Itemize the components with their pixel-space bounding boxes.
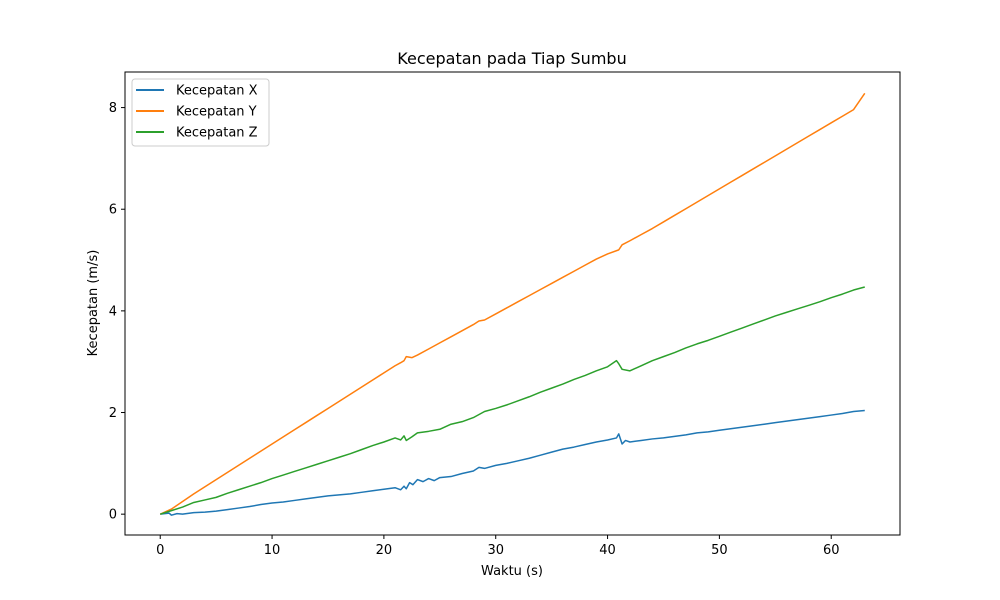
chart-title: Kecepatan pada Tiap Sumbu [397, 49, 626, 68]
x-tick-label: 30 [487, 543, 504, 558]
x-axis-label: Waktu (s) [481, 564, 543, 579]
series-lines [159, 92, 866, 516]
series-line-1 [160, 409, 865, 516]
x-tick-label: 10 [264, 543, 281, 558]
series-line-2 [159, 92, 866, 515]
legend-label-3: Kecepatan Z [176, 126, 258, 141]
x-tick-label: 40 [599, 543, 616, 558]
y-tick-label: 6 [109, 203, 117, 218]
y-tick-label: 2 [109, 406, 117, 421]
legend-label-2: Kecepatan Y [176, 105, 257, 120]
legend-box [131, 78, 270, 147]
plot-frame [124, 71, 901, 536]
series-line-3 [160, 286, 865, 515]
legend-label-1: Kecepatan X [176, 84, 258, 99]
legend: Kecepatan X Kecepatan Y Kecepatan Z [131, 78, 270, 147]
y-tick-label: 4 [109, 304, 117, 319]
y-tick-label: 8 [109, 101, 117, 116]
y-axis: 0 2 4 6 8 [109, 101, 125, 523]
x-tick-label: 50 [711, 543, 728, 558]
x-tick-label: 0 [156, 543, 164, 558]
y-tick-label: 0 [109, 508, 117, 523]
x-tick-label: 60 [823, 543, 840, 558]
x-tick-label: 20 [376, 543, 393, 558]
y-axis-label: Kecepatan (m/s) [86, 250, 101, 357]
x-axis: 0 10 20 30 40 50 60 [156, 535, 839, 558]
